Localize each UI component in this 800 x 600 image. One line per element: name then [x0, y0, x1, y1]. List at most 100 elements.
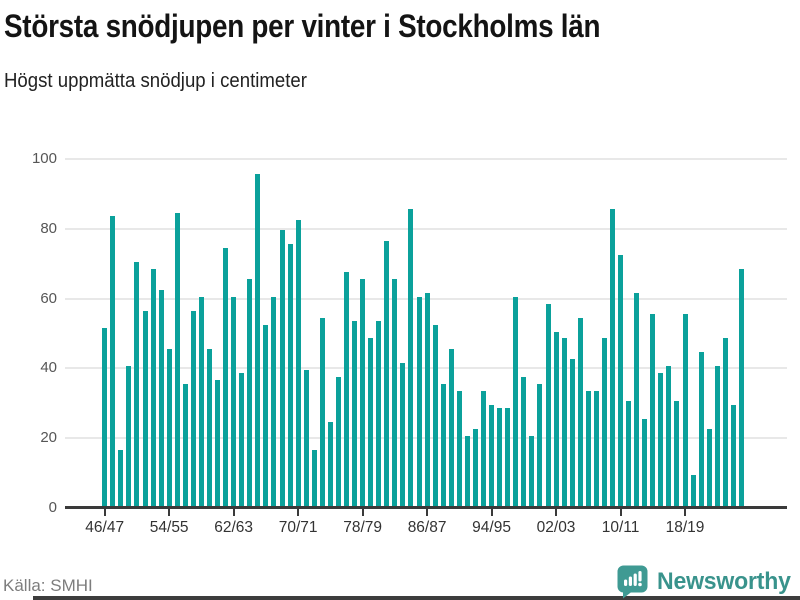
bar-08/09	[601, 338, 607, 506]
bar-19/20	[690, 474, 696, 506]
bar-57/58	[190, 310, 196, 506]
bar-13/14	[642, 418, 648, 506]
bar-81/82	[384, 240, 390, 506]
bar-16/17	[666, 366, 672, 506]
bar-07/08	[593, 390, 599, 506]
x-axis-tick	[619, 509, 622, 516]
bar-88/89	[440, 383, 446, 506]
bar-11/12	[626, 401, 632, 506]
bar-65/66	[255, 174, 261, 506]
bar-15/16	[658, 373, 664, 506]
bar-67/68	[271, 296, 277, 506]
chart-title: Största snödjupen per vinter i Stockholm…	[4, 8, 601, 44]
bar-63/64	[239, 373, 245, 506]
x-axis-label: 86/87	[407, 519, 447, 536]
bar-76/77	[344, 272, 349, 506]
x-axis-tick	[297, 509, 300, 516]
bar-70/71	[295, 219, 301, 506]
bar-54/55	[166, 348, 172, 506]
bar-98/99	[521, 376, 527, 506]
newsworthy-logo[interactable]: Newsworthy	[617, 565, 796, 599]
bar-60/61	[215, 380, 221, 506]
x-axis-label: 54/55	[149, 519, 189, 536]
x-axis-tick	[103, 509, 106, 516]
y-axis-label: 60	[40, 289, 57, 307]
bar-92/93	[472, 429, 478, 506]
gridline-y80	[65, 227, 787, 230]
bar-99/00	[529, 436, 535, 506]
bar-46/47	[102, 328, 108, 506]
bar-71/72	[303, 369, 309, 506]
x-axis-label: 02/03	[536, 519, 576, 536]
bar-66/67	[263, 324, 269, 506]
y-axis-label: 20	[40, 429, 57, 447]
x-axis-tick	[555, 509, 558, 516]
bar-90/91	[456, 390, 462, 506]
x-axis-tick	[426, 509, 429, 516]
x-axis-tick	[490, 509, 493, 516]
bar-25/26	[738, 268, 744, 506]
newsworthy-speech-bubble-barchart-icon	[617, 565, 648, 599]
x-axis-label: 46/47	[85, 519, 125, 536]
bar-22/23	[714, 366, 720, 506]
x-axis-label: 94/95	[472, 519, 511, 536]
x-axis-label: 10/11	[601, 519, 640, 536]
x-axis-label: 70/71	[278, 519, 318, 536]
footer-accent-bar	[33, 596, 800, 600]
bar-96/97	[505, 408, 511, 506]
gridline-y100	[65, 158, 787, 160]
x-axis-tick	[168, 509, 171, 516]
chart-subtitle: Högst uppmätta snödjup i centimeter	[4, 70, 307, 92]
bar-78/79	[360, 279, 366, 506]
bar-77/78	[352, 321, 358, 506]
bar-83/84	[400, 362, 406, 506]
x-axis-line	[65, 506, 787, 509]
bar-04/05	[569, 359, 575, 506]
bar-51/52	[142, 310, 148, 506]
bar-85/86	[416, 296, 422, 506]
bar-97/98	[513, 296, 519, 506]
bar-80/81	[376, 321, 382, 506]
bar-06/07	[585, 390, 591, 506]
source-attribution: Källa: SMHI	[3, 576, 93, 595]
bar-23/24	[722, 338, 728, 506]
bar-84/85	[408, 209, 414, 506]
bar-17/18	[674, 401, 680, 506]
bar-91/92	[464, 436, 470, 506]
bar-09/10	[609, 209, 615, 506]
bar-64/65	[247, 279, 253, 506]
bar-86/87	[424, 293, 430, 506]
x-axis-tick	[361, 509, 364, 516]
bar-94/95	[489, 404, 495, 506]
bar-49/50	[126, 366, 132, 506]
y-axis-label: 40	[40, 359, 57, 377]
x-axis-tick	[684, 509, 687, 516]
bar-48/49	[118, 450, 124, 506]
bar-47/48	[110, 216, 116, 506]
bar-24/25	[730, 404, 736, 506]
bar-chart-plot-area: 0 20 40 60 80 100 46/47 54/55 62/63 70/71 78/79 86/…	[32, 150, 787, 536]
y-axis-label: 100	[31, 150, 57, 167]
bar-05/06	[577, 317, 583, 506]
bar-00/01	[537, 383, 543, 506]
y-axis-label: 0	[48, 499, 57, 516]
bar-14/15	[650, 314, 656, 506]
bar-10/11	[618, 254, 624, 506]
bar-68/69	[279, 230, 285, 506]
bar-73/74	[319, 317, 325, 506]
y-axis-label: 80	[40, 219, 57, 237]
bar-03/04	[561, 338, 567, 506]
bar-18/19	[682, 314, 688, 506]
x-axis-label: 78/79	[343, 519, 382, 536]
bar-75/76	[335, 376, 341, 506]
bar-59/60	[206, 348, 212, 506]
bar-21/22	[706, 429, 712, 506]
x-axis-tick	[232, 509, 235, 516]
bar-52/53	[150, 268, 156, 506]
bar-12/13	[634, 293, 640, 506]
bar-87/88	[432, 324, 438, 506]
brand-wordmark: Newsworthy	[656, 568, 791, 595]
bar-79/80	[368, 338, 374, 506]
bar-02/03	[553, 331, 559, 506]
bar-58/59	[198, 296, 204, 506]
